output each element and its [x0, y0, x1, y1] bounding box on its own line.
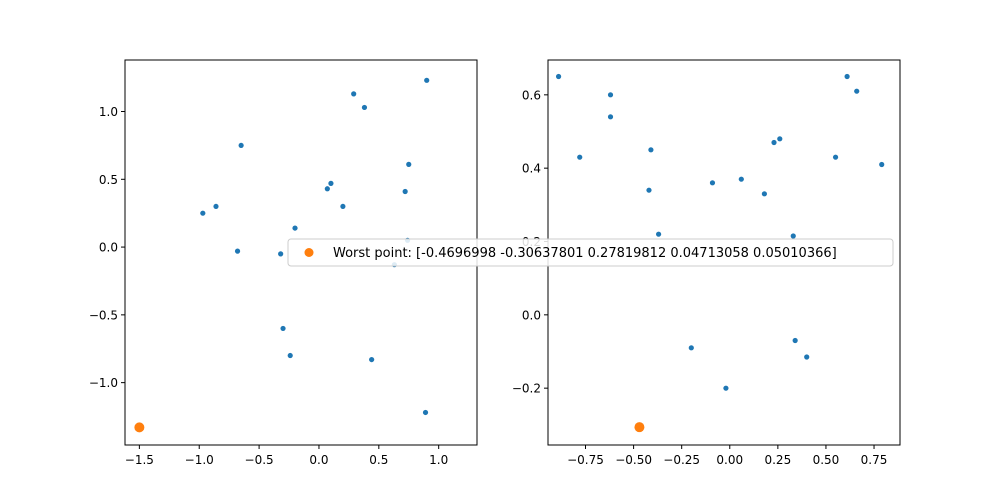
left-data-point	[340, 203, 346, 210]
right-x-tick-label: −0.25	[663, 453, 700, 467]
left-data-point	[406, 161, 412, 167]
left-data-point	[234, 248, 241, 254]
right-x-tick-label: −0.50	[615, 453, 652, 467]
left-x-tick-label: 0.0	[309, 453, 328, 467]
left-data-point	[278, 251, 284, 257]
right-data-point	[607, 92, 614, 98]
left-y-tick-label: −1.0	[89, 376, 118, 390]
right-x-tick-label: −0.75	[567, 453, 604, 467]
left-y-tick-label: 1.0	[99, 105, 118, 119]
right-data-point	[844, 73, 850, 80]
right-y-tick-label: 0.4	[522, 162, 541, 176]
right-x-tick-label: 0.00	[716, 453, 743, 467]
legend-box	[287, 238, 894, 267]
left-x-tick-label: −1.5	[125, 453, 154, 467]
legend: Worst point: [-0.4696998 -0.30637801 0.2…	[287, 238, 894, 267]
right-data-point	[792, 337, 798, 344]
right-x-tick-label: 0.50	[813, 453, 840, 467]
left-data-point	[213, 203, 219, 210]
left-data-point	[287, 352, 293, 359]
left-data-point	[328, 180, 334, 186]
right-data-point	[771, 139, 777, 146]
right-data-point	[709, 180, 716, 186]
right-data-point	[656, 231, 662, 237]
right-data-point	[832, 154, 839, 160]
legend-label: Worst point: [-0.4696998 -0.30637801 0.2…	[333, 246, 837, 261]
right-data-point	[688, 345, 694, 351]
left-data-point	[402, 188, 408, 195]
left-scatter-panel: −1.5 −1.0 −0.5 0.0 0.5 1.0 −1.0 −0.5 0.0 0.5 1.0	[89, 59, 478, 467]
left-worst-point	[134, 422, 145, 433]
left-data-point	[280, 325, 286, 332]
right-y-tick-label: 0.6	[522, 88, 541, 102]
right-data-point	[646, 187, 652, 193]
right-data-point	[555, 73, 562, 80]
right-y-tick-label: −0.2	[512, 382, 541, 396]
right-worst-point	[634, 422, 645, 433]
left-x-tick-label: 1.0	[429, 453, 448, 467]
right-data-point	[723, 385, 729, 391]
right-data-point	[777, 136, 783, 142]
left-data-point	[422, 409, 429, 416]
right-data-point	[761, 191, 767, 197]
right-data-point	[738, 176, 744, 182]
left-data-point	[324, 186, 330, 192]
right-x-tick-label: 0.75	[861, 453, 888, 467]
right-data-point	[607, 114, 614, 120]
right-y-tick-label: 0.0	[522, 308, 541, 322]
left-x-tick-label: 0.5	[369, 453, 388, 467]
right-data-point	[790, 233, 796, 239]
right-data-point	[854, 88, 860, 94]
right-data-point	[804, 354, 810, 360]
left-data-point	[369, 356, 375, 363]
left-y-tick-label: −0.5	[89, 308, 118, 322]
left-y-tick-label: 0.5	[99, 173, 118, 187]
right-data-point	[879, 161, 885, 168]
left-data-point	[292, 225, 298, 231]
left-data-point	[351, 91, 357, 97]
right-data-point	[648, 147, 654, 153]
left-x-tick-label: −1.0	[185, 453, 214, 467]
left-x-tick-label: −0.5	[245, 453, 274, 467]
right-data-point	[577, 154, 583, 160]
legend-marker	[304, 248, 314, 257]
left-data-point	[424, 77, 430, 83]
left-data-point	[200, 210, 206, 216]
left-data-point	[361, 104, 368, 111]
left-data-point	[238, 142, 244, 149]
left-y-tick-label: 0.0	[99, 241, 118, 255]
right-x-tick-label: 0.25	[764, 453, 791, 467]
